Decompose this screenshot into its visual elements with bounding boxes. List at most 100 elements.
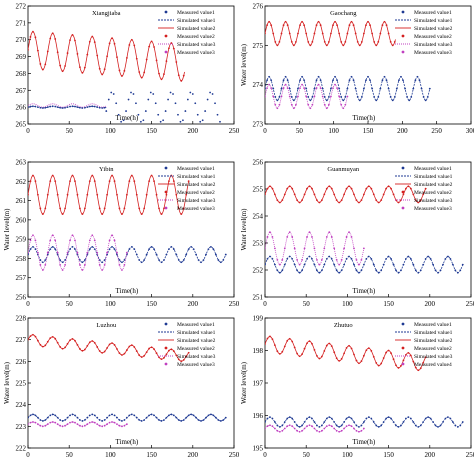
data-point <box>41 425 44 428</box>
data-point <box>44 207 47 210</box>
data-point <box>130 91 132 94</box>
data-point <box>91 234 94 237</box>
data-point <box>334 20 336 23</box>
data-point <box>266 337 269 340</box>
legend-label: Measured value2 <box>177 346 215 352</box>
data-point <box>79 348 81 350</box>
data-point <box>299 87 301 90</box>
data-point <box>28 193 29 196</box>
x-tick-label: 200 <box>425 300 436 308</box>
data-point <box>330 425 333 428</box>
data-point <box>387 32 390 35</box>
data-point <box>180 360 183 363</box>
legend-marker <box>164 190 168 194</box>
data-point <box>419 367 422 370</box>
data-point <box>170 42 173 44</box>
data-point <box>301 20 303 23</box>
data-point <box>83 424 86 427</box>
data-point <box>168 47 170 50</box>
data-point <box>303 427 306 430</box>
data-point <box>155 352 158 355</box>
data-point <box>49 180 52 183</box>
data-point <box>296 258 299 261</box>
data-point <box>46 50 49 53</box>
data-point <box>98 350 101 352</box>
data-point <box>345 187 348 190</box>
y-tick-label: 268 <box>16 70 27 78</box>
data-point <box>127 98 130 101</box>
data-point <box>153 348 155 350</box>
data-point <box>172 180 175 183</box>
data-point <box>91 174 94 177</box>
legend-label: Measured value1 <box>177 166 215 172</box>
data-point <box>111 174 113 177</box>
data-point <box>110 91 113 94</box>
data-point <box>46 251 49 254</box>
data-point <box>278 103 281 106</box>
data-point <box>292 107 295 110</box>
data-point <box>116 348 118 350</box>
data-point <box>305 95 308 98</box>
data-point <box>383 20 386 23</box>
chart-panel-5: 0 50 100 150 200 250 222 223 224 225 226 227 228 Luzh… <box>3 315 240 459</box>
data-point <box>51 32 54 35</box>
data-point <box>71 34 74 36</box>
legend-marker <box>401 166 405 170</box>
data-point <box>313 247 316 250</box>
series-line-2 <box>265 416 464 428</box>
data-point <box>315 24 318 27</box>
data-point <box>39 343 42 346</box>
data-point <box>74 180 76 183</box>
data-point <box>144 110 147 112</box>
data-point <box>91 421 94 423</box>
y-tick-label: 223 <box>16 423 27 431</box>
data-point <box>313 95 316 98</box>
data-point <box>270 24 273 27</box>
y-axis-label: Water level(m) <box>240 43 248 86</box>
data-point <box>282 24 285 27</box>
data-point <box>125 110 127 112</box>
data-point <box>86 53 89 56</box>
legend-label: Measured value1 <box>414 10 452 16</box>
y-tick-label: 270 <box>16 36 27 44</box>
data-point <box>308 185 311 188</box>
data-point <box>340 40 343 43</box>
data-point <box>177 113 179 116</box>
data-point <box>204 110 207 112</box>
data-point <box>34 335 37 338</box>
data-point <box>105 110 108 112</box>
data-point <box>76 423 79 426</box>
data-point <box>338 95 341 98</box>
data-point <box>298 430 301 433</box>
data-point <box>76 193 79 196</box>
data-point <box>338 360 341 362</box>
data-point <box>286 425 289 428</box>
data-point <box>342 44 345 47</box>
data-point <box>71 338 74 340</box>
data-point <box>316 199 318 202</box>
data-point <box>148 45 151 48</box>
data-point <box>123 207 126 210</box>
data-point <box>219 120 221 123</box>
data-point <box>282 87 285 90</box>
data-point <box>336 87 338 90</box>
legend-label: Simulated value2 <box>177 338 216 344</box>
data-point <box>385 24 388 27</box>
data-point <box>340 199 343 202</box>
y-tick-label: 227 <box>16 336 27 344</box>
data-point <box>163 207 165 210</box>
y-tick-label: 261 <box>16 197 27 205</box>
legend-label: Measured value2 <box>414 34 452 40</box>
data-point <box>51 335 54 338</box>
data-point <box>306 425 308 428</box>
data-point <box>107 98 110 101</box>
data-point <box>293 346 296 349</box>
data-point <box>323 247 326 250</box>
data-point <box>271 187 274 190</box>
data-point <box>278 201 281 204</box>
data-point <box>56 423 59 426</box>
data-point <box>121 354 123 356</box>
x-tick-label: 50 <box>66 300 74 308</box>
data-point <box>291 236 294 238</box>
data-point <box>280 95 283 98</box>
